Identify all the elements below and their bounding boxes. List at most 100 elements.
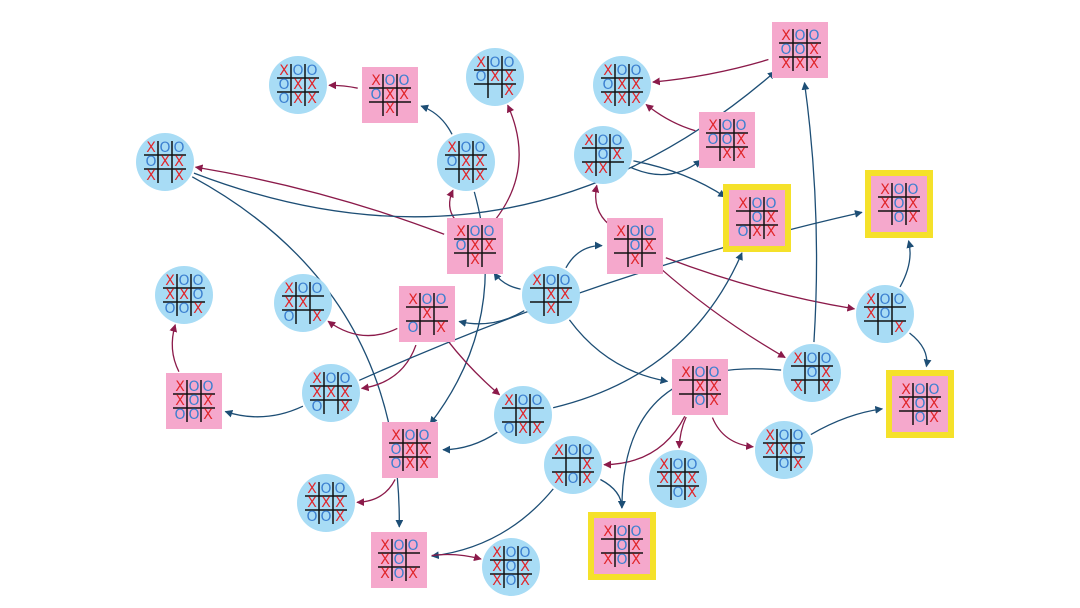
cell-mark: O [643, 224, 654, 240]
cell-mark: X [603, 91, 613, 107]
state-circle [297, 474, 355, 532]
cell-mark: O [517, 393, 528, 409]
cell-mark: X [929, 410, 939, 426]
cell-mark: X [492, 573, 502, 589]
edge [631, 159, 702, 176]
state-square [607, 218, 663, 274]
cell-mark: O [188, 379, 199, 395]
cell-mark: X [408, 292, 418, 308]
cell-mark: O [421, 292, 432, 308]
cell-mark: O [616, 524, 627, 540]
cell-mark: X [470, 252, 480, 268]
state-square [672, 359, 728, 415]
board-node: X O OO XX O X [588, 512, 656, 580]
edge [169, 323, 180, 372]
board-node: X O OO X XX X [136, 133, 194, 191]
cell-mark: X [821, 379, 831, 395]
cell-mark: X [738, 196, 748, 212]
cell-mark: X [504, 69, 514, 85]
cell-mark: O [483, 224, 494, 240]
state-circle [649, 450, 707, 508]
nodes: X O OO X XO X XX O OO X XXX O OO X XXX O OO X XX X XX O OO O XX X… [136, 22, 954, 596]
cell-mark: X [765, 442, 775, 458]
cell-mark: X [659, 457, 669, 473]
cell-mark: O [765, 196, 776, 212]
cell-mark: X [793, 379, 803, 395]
cell-mark: O [505, 545, 516, 561]
cell-mark: O [320, 481, 331, 497]
edge [591, 184, 611, 226]
cell-mark: X [766, 210, 776, 226]
edge [618, 368, 782, 509]
cell-mark: X [422, 306, 432, 322]
cell-mark: X [385, 87, 395, 103]
cell-mark: O [188, 407, 199, 423]
cell-mark: O [597, 147, 608, 163]
cell-mark: X [419, 442, 429, 458]
cell-mark: O [611, 133, 622, 149]
cell-mark: O [469, 224, 480, 240]
cell-mark: X [894, 320, 904, 336]
cell-mark: X [380, 538, 390, 554]
state-circle [466, 48, 524, 106]
cell-mark: O [735, 118, 746, 134]
edge [327, 320, 398, 337]
cell-mark: O [879, 306, 890, 322]
cell-mark: X [307, 495, 317, 511]
edge [494, 104, 520, 221]
edge [420, 104, 453, 135]
cell-mark: O [446, 154, 457, 170]
cell-mark: O [334, 481, 345, 497]
cell-mark: O [278, 77, 289, 93]
cell-mark: X [504, 83, 514, 99]
state-square [399, 286, 455, 342]
edge [600, 478, 626, 509]
state-square [362, 67, 418, 123]
cell-mark: O [778, 456, 789, 472]
cell-mark: O [928, 382, 939, 398]
cell-mark: O [893, 292, 904, 308]
cell-mark: X [380, 566, 390, 582]
cell-mark: O [407, 320, 418, 336]
cell-mark: X [408, 566, 418, 582]
state-square [371, 532, 427, 588]
cell-mark: O [306, 63, 317, 79]
cell-mark: X [419, 456, 429, 472]
cell-mark: X [399, 87, 409, 103]
cell-mark: X [631, 538, 641, 554]
board-node: X O OO O XX X X [772, 22, 828, 78]
cell-mark: X [146, 168, 156, 184]
cell-mark: O [475, 69, 486, 85]
edge [442, 431, 498, 454]
cell-mark: X [371, 73, 381, 89]
cell-mark: X [781, 56, 791, 72]
edge [458, 310, 525, 327]
board-node: X O OX X XO X [649, 450, 707, 508]
cell-mark: X [752, 224, 762, 240]
cell-mark: X [781, 28, 791, 44]
cell-mark: O [792, 428, 803, 444]
edge [446, 339, 501, 396]
cell-mark: X [476, 55, 486, 71]
cell-mark: O [630, 524, 641, 540]
edge [356, 479, 396, 507]
cell-mark: X [617, 77, 627, 93]
state-circle [544, 436, 602, 494]
edge [603, 415, 686, 469]
cell-mark: X [809, 56, 819, 72]
cell-mark: O [672, 457, 683, 473]
cell-mark: O [292, 63, 303, 79]
cell-mark: X [809, 42, 819, 58]
edge [360, 344, 417, 392]
edge [552, 252, 743, 409]
cell-mark: O [907, 182, 918, 198]
cell-mark: O [559, 273, 570, 289]
cell-mark: X [603, 63, 613, 79]
cell-mark: X [612, 147, 622, 163]
cell-mark: X [293, 77, 303, 93]
cell-mark: O [737, 224, 748, 240]
